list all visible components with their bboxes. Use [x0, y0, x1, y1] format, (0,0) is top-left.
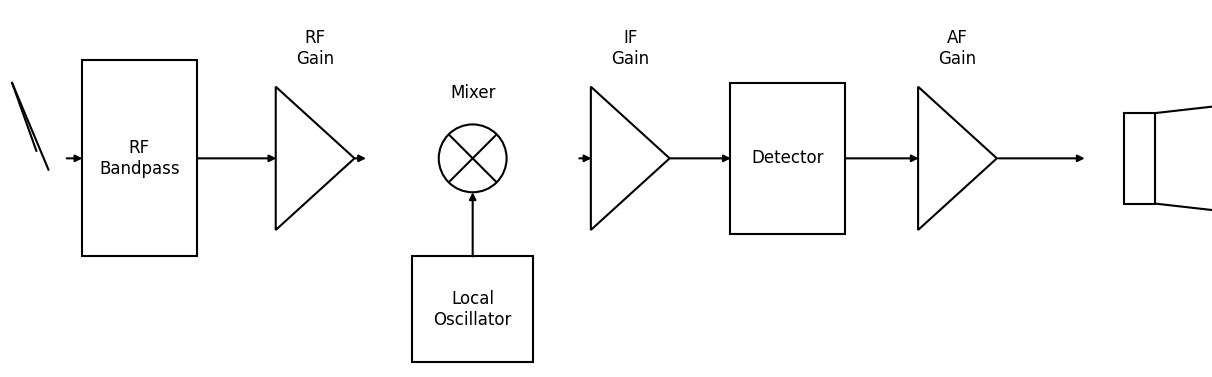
- Polygon shape: [919, 87, 996, 230]
- Polygon shape: [591, 87, 669, 230]
- Bar: [412, 256, 533, 362]
- Bar: [82, 60, 196, 256]
- Ellipse shape: [439, 124, 507, 192]
- Polygon shape: [1155, 106, 1212, 211]
- Bar: [1124, 113, 1155, 204]
- Text: RF
Gain: RF Gain: [296, 29, 335, 68]
- Bar: [730, 83, 846, 234]
- Polygon shape: [276, 87, 354, 230]
- Text: IF
Gain: IF Gain: [611, 29, 650, 68]
- Text: Detector: Detector: [751, 149, 824, 167]
- Text: RF
Bandpass: RF Bandpass: [99, 139, 179, 178]
- Text: Mixer: Mixer: [450, 84, 496, 102]
- Text: Local
Oscillator: Local Oscillator: [434, 290, 511, 328]
- Text: AF
Gain: AF Gain: [938, 29, 977, 68]
